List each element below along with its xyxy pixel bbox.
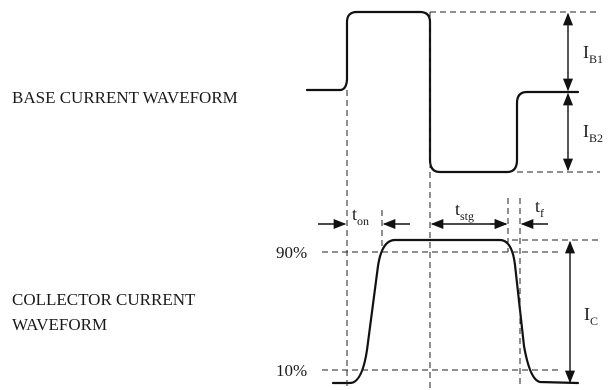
ib1-label: IB1 [583, 42, 603, 66]
tf-label: tf [535, 196, 544, 220]
ic-label: IC [584, 304, 598, 328]
collector-waveform-title-line1: COLLECTOR CURRENT [12, 290, 196, 309]
base-current-waveform [305, 10, 580, 174]
ten-percent-label: 10% [276, 361, 307, 380]
collector-current-waveform [331, 238, 580, 385]
base-waveform-title: BASE CURRENT WAVEFORM [12, 88, 238, 107]
tstg-label: tstg [455, 199, 474, 223]
ninety-percent-label: 90% [276, 243, 307, 262]
ton-label: ton [352, 204, 369, 228]
ib2-label: IB2 [583, 121, 603, 145]
collector-waveform-title-line2: WAVEFORM [12, 315, 107, 334]
